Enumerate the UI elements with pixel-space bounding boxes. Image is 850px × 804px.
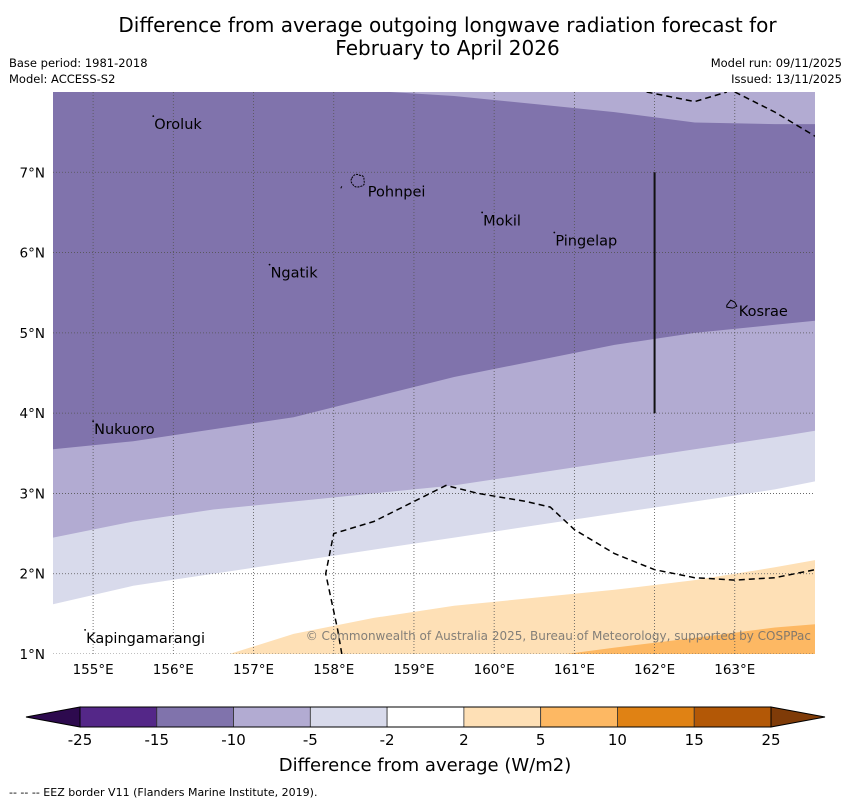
colorbar-segment (79, 706, 158, 728)
x-tick-label: 163°E (714, 662, 755, 678)
colorbar-tick-label: -25 (68, 731, 93, 749)
x-tick-label: 160°E (474, 662, 515, 678)
model-name: Model: ACCESS-S2 (9, 72, 116, 86)
model-run: Model run: 09/11/2025 (710, 56, 842, 70)
island-marker-icon (481, 211, 484, 214)
colorbar-tick-label: 10 (608, 731, 627, 749)
y-tick-label: 5°N (20, 326, 45, 342)
y-tick-label: 3°N (20, 486, 45, 502)
copyright-text: © Commonwealth of Australia 2025, Bureau… (306, 629, 811, 643)
y-tick-label: 2°N (20, 567, 45, 583)
colorbar-extend-min (25, 706, 81, 728)
colorbar-outline (79, 706, 772, 728)
eez-footnote: -- -- -- EEZ border V11 (Flanders Marine… (9, 786, 318, 799)
place-label-pingelap: Pingelap (555, 234, 617, 250)
colorbar: -25 -15 -10 -5 -2 2 5 10 15 25 (25, 706, 826, 749)
x-tick-label: 158°E (313, 662, 354, 678)
axes: 155°E 156°E 157°E 158°E 159°E 160°E 161°E 162°E… (20, 165, 756, 678)
title-line-1: Difference from average outgoing longwav… (118, 13, 777, 37)
island-marker-icon (84, 629, 86, 631)
colorbar-segment (617, 706, 695, 728)
colorbar-segment (463, 706, 542, 728)
colorbar-segment (386, 706, 465, 728)
y-tick-label: 7°N (20, 165, 45, 181)
meta-left: Base period: 1981-2018 Model: ACCESS-S2 (9, 55, 148, 87)
colorbar-tick-label: -10 (221, 731, 246, 749)
place-label-oroluk: Oroluk (154, 117, 202, 133)
place-label-kapingamarangi: Kapingamarangi (86, 631, 205, 647)
colorbar-segment (540, 706, 618, 728)
issued-date: Issued: 13/11/2025 (731, 72, 842, 86)
x-tick-label: 155°E (73, 662, 114, 678)
place-label-ngatik: Ngatik (271, 266, 319, 282)
y-tick-label: 4°N (20, 406, 45, 422)
colorbar-title: Difference from average (W/m2) (278, 755, 572, 776)
eez-border-line (646, 92, 728, 103)
meta-right: Model run: 09/11/2025 Issued: 13/11/2025 (711, 55, 842, 87)
base-period: Base period: 1981-2018 (9, 56, 148, 70)
colorbar-tick-label: 5 (536, 731, 546, 749)
eez-border-line (734, 92, 815, 137)
colorbar-tick-label: -2 (380, 731, 395, 749)
x-tick-label: 162°E (634, 662, 675, 678)
y-tick-label: 6°N (20, 246, 45, 262)
band-5-10 (566, 624, 815, 654)
colorbar-tick-label: 15 (685, 731, 704, 749)
pohnpei-island-icon (350, 173, 365, 188)
colorbar-segment (233, 706, 311, 728)
band-2-5 (229, 560, 815, 654)
colorbar-segment (693, 706, 772, 728)
colorbar-segment (309, 706, 388, 728)
map-plot-area: Oroluk Pohnpei Mokil Pingelap Ngatik Kosrae Nu… (53, 92, 815, 654)
island-marker-icon (152, 115, 155, 117)
colorbar-tick-label: 25 (761, 731, 780, 749)
band-minus15-minus10 (53, 92, 815, 450)
kosrae-island-icon (726, 299, 738, 309)
colorbar-extend-max (770, 706, 826, 728)
island-marker-icon (268, 263, 271, 266)
y-tick-label: 1°N (20, 647, 45, 663)
place-label-kosrae: Kosrae (739, 304, 788, 320)
x-tick-label: 156°E (153, 662, 194, 678)
colorbar-tick-label: -5 (303, 731, 318, 749)
place-label-nukuoro: Nukuoro (94, 422, 155, 438)
x-tick-label: 159°E (393, 662, 434, 678)
colorbar-segment (156, 706, 234, 728)
place-label-mokil: Mokil (483, 213, 521, 229)
colorbar-tick-label: 2 (459, 731, 469, 749)
island-marker-icon (553, 231, 556, 234)
title-line-2: February to April 2026 (335, 36, 560, 60)
colorbar-tick-label: -15 (145, 731, 170, 749)
chart-title: Difference from average outgoing longwav… (0, 14, 850, 60)
ant-atoll-icon (340, 186, 343, 189)
place-label-pohnpei: Pohnpei (368, 184, 426, 200)
x-tick-label: 157°E (233, 662, 274, 678)
x-tick-label: 161°E (554, 662, 595, 678)
island-marker-icon (92, 420, 95, 423)
